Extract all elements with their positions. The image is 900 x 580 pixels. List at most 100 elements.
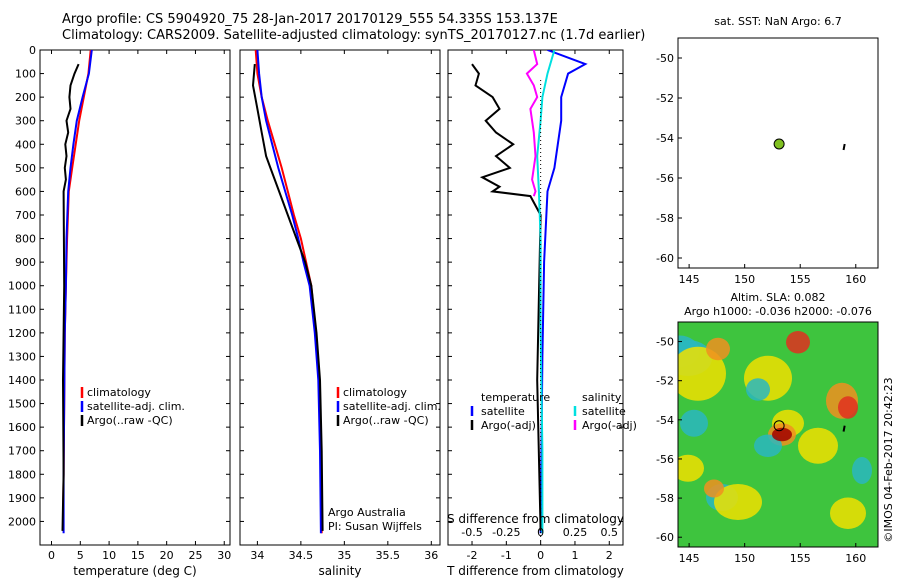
y-tick-label: -52 (656, 375, 674, 388)
heatmap-blob (704, 479, 724, 498)
legend-label: climatology (343, 386, 407, 399)
heatmap-blob (786, 331, 810, 354)
map-title: sat. SST: NaN Argo: 6.7 (714, 15, 841, 28)
y-tick-label: 1500 (8, 398, 36, 411)
series-line-satellite-adj-clim- (256, 50, 322, 534)
legend-heading-salinity: salinity (582, 391, 622, 404)
x-axis-label: salinity (318, 564, 361, 578)
series-line-argo-raw-qc- (251, 64, 324, 531)
panel-temperature: 0100200300400500600700800900100011001200… (8, 44, 231, 578)
track-mark (842, 143, 846, 151)
y-tick-label: 1900 (8, 492, 36, 505)
legend-label: satellite-adj. clim. (343, 400, 441, 413)
y-tick-label: 900 (15, 256, 36, 269)
x-tick-label: 145 (679, 552, 700, 565)
x-tick-label: 160 (845, 552, 866, 565)
heatmap-blob (680, 409, 708, 437)
y-tick-label: 500 (15, 162, 36, 175)
legend-label: climatology (87, 386, 151, 399)
sla-heatmap (678, 322, 878, 547)
y-tick-label: 300 (15, 115, 36, 128)
y-tick-label: 1700 (8, 445, 36, 458)
annotation-pi: PI: Susan Wijffels (328, 520, 422, 533)
x-tick-label: 36 (424, 549, 438, 562)
y-tick-label: 1000 (8, 280, 36, 293)
panel-differences: -2 -1 0 1 2 T difference from climatology -0.5… (446, 49, 637, 578)
x-tick-label: 1 (571, 549, 578, 562)
track-mark (842, 425, 846, 432)
y-tick-label: -50 (656, 336, 674, 349)
x-tick-label: 0 (48, 549, 55, 562)
x-axis-label: T difference from climatology (446, 564, 624, 578)
plot-frame (39, 49, 231, 546)
y-tick-label: -56 (656, 172, 674, 185)
y-tick-label: 1400 (8, 374, 36, 387)
y-tick-label: 1600 (8, 421, 36, 434)
y-tick-label: -58 (656, 492, 674, 505)
heatmap-blob (678, 454, 704, 482)
top-tick-label: -0.25 (492, 526, 520, 539)
plot-frame (239, 49, 441, 546)
legend-label: satellite-adj. clim. (87, 400, 185, 413)
series-line-satellite-adj-clim- (62, 50, 93, 534)
heatmap-blob (772, 427, 792, 442)
x-tick-label: 150 (734, 273, 755, 286)
x-tick-label: 34 (250, 549, 264, 562)
heatmap-blob (714, 484, 762, 520)
y-tick-label: 2000 (8, 515, 36, 528)
x-tick-label: 145 (679, 273, 700, 286)
y-tick-label: -52 (656, 92, 674, 105)
y-tick-label: -60 (656, 252, 674, 265)
x-tick-label: 150 (734, 552, 755, 565)
figure-title-line1: Argo profile: CS 5904920_75 28-Jan-2017 … (62, 12, 558, 27)
x-tick-label: 15 (131, 549, 145, 562)
legend-label: satellite (481, 405, 525, 418)
y-tick-label: -58 (656, 212, 674, 225)
panel-salinity: 34 34.5 35 35.5 36 salinity climatologysatelli… (239, 49, 441, 578)
legend-label: Argo(-adj) (582, 419, 637, 432)
panel-altimetry: 145 150 155 160 -50 -52 -54 -56 -58 -60 Altim. SLA… (656, 291, 895, 565)
altimetry-title-line1: Altim. SLA: 0.082 (730, 291, 825, 304)
series-line-salinity-satellite (536, 50, 556, 534)
plot-frame (447, 49, 624, 546)
plot-frame (677, 37, 879, 269)
heatmap-blob (746, 378, 770, 401)
y-tick-label: 800 (15, 233, 36, 246)
x-tick-label: 2 (606, 549, 613, 562)
x-tick-label: 34.5 (289, 549, 314, 562)
x-tick-label: 10 (102, 549, 116, 562)
y-tick-label: -50 (656, 52, 674, 65)
y-tick-label: -54 (656, 414, 674, 427)
panel-location: 145 150 155 160 -50 -52 -54 -56 -58 -60 sat. SST: … (656, 15, 879, 286)
x-tick-label: 35 (337, 549, 351, 562)
legend-label: Argo(..raw -QC) (343, 414, 429, 427)
x-tick-label: 160 (845, 273, 866, 286)
series-line-salinity-argo-adj- (525, 50, 539, 197)
annotation-institution: Argo Australia (328, 506, 406, 519)
x-axis-label: temperature (deg C) (73, 564, 196, 578)
heatmap-blob (830, 497, 866, 529)
heatmap-blob (852, 457, 872, 484)
top-axis-label: S difference from climatology (447, 512, 624, 526)
x-tick-label: -2 (467, 549, 478, 562)
top-tick-label: -0.5 (461, 526, 482, 539)
y-tick-label: 600 (15, 185, 36, 198)
y-tick-label: -60 (656, 531, 674, 544)
y-tick-label: 1300 (8, 350, 36, 363)
series-line-temperature-satellite (539, 50, 588, 534)
y-tick-label: 1800 (8, 468, 36, 481)
top-tick-label: 0 (537, 526, 544, 539)
altimetry-title-line2: Argo h1000: -0.036 h2000: -0.076 (684, 305, 872, 318)
plot-frame (677, 321, 879, 548)
x-tick-label: 155 (790, 273, 811, 286)
legend-label: Argo(-adj) (481, 419, 536, 432)
y-tick-label: 700 (15, 209, 36, 222)
legend-label: satellite (582, 405, 626, 418)
heatmap-blob (798, 427, 838, 464)
series-line-temperature-argo-adj- (471, 63, 542, 531)
x-tick-label: -1 (501, 549, 512, 562)
x-tick-label: 0 (537, 549, 544, 562)
x-tick-label: 35.5 (376, 549, 401, 562)
heatmap-blob (706, 337, 730, 361)
